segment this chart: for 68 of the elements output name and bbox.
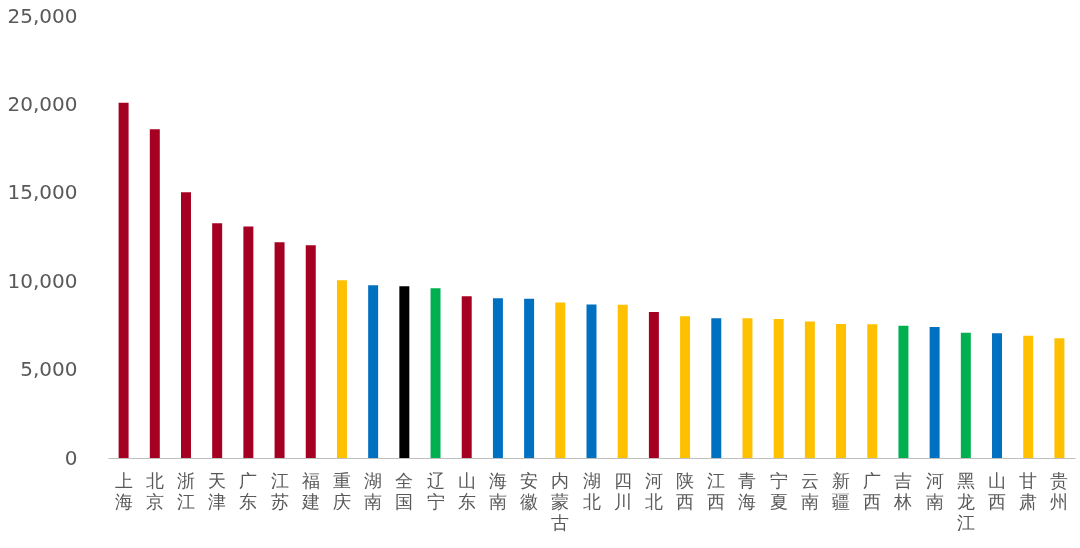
x-tick-label: 黑龙江 bbox=[956, 469, 975, 533]
bar bbox=[336, 280, 347, 458]
x-tick-label: 天津 bbox=[208, 469, 227, 512]
bar bbox=[305, 245, 316, 458]
bar bbox=[399, 286, 410, 458]
x-tick-label: 上海 bbox=[114, 469, 133, 512]
x-tick-label: 海南 bbox=[488, 469, 507, 512]
x-tick-label: 甘肃 bbox=[1019, 469, 1038, 512]
bar bbox=[680, 316, 691, 458]
bar bbox=[1023, 335, 1034, 458]
x-tick-label: 山东 bbox=[457, 469, 476, 512]
x-tick-label: 湖北 bbox=[582, 469, 601, 512]
bar bbox=[929, 326, 940, 458]
bar bbox=[586, 304, 597, 458]
bar bbox=[960, 332, 971, 458]
x-tick-label: 河北 bbox=[644, 469, 663, 512]
x-tick-label: 全国 bbox=[395, 469, 414, 512]
bar bbox=[555, 302, 566, 458]
x-tick-label: 北京 bbox=[145, 469, 164, 512]
x-tick-label: 广西 bbox=[863, 469, 882, 512]
bar bbox=[773, 319, 784, 458]
x-tick-label: 陕西 bbox=[676, 469, 695, 512]
bar bbox=[992, 333, 1003, 458]
bar bbox=[898, 325, 909, 458]
x-tick-label: 贵州 bbox=[1050, 469, 1069, 512]
y-tick-label: 25,000 bbox=[7, 3, 78, 28]
x-tick-label: 湖南 bbox=[364, 469, 383, 512]
bar bbox=[617, 304, 628, 458]
y-tick-label: 0 bbox=[64, 445, 78, 470]
x-tick-label: 浙江 bbox=[176, 469, 195, 512]
bar bbox=[180, 192, 191, 458]
x-tick-label: 四川 bbox=[613, 469, 632, 512]
bar bbox=[368, 285, 379, 458]
x-tick-label: 广东 bbox=[239, 469, 258, 512]
x-tick-label: 吉林 bbox=[893, 469, 913, 512]
bar bbox=[867, 324, 878, 458]
x-tick-label: 安徽 bbox=[520, 469, 539, 512]
y-tick-label: 15,000 bbox=[7, 180, 78, 205]
bar bbox=[243, 226, 254, 458]
bar bbox=[804, 321, 815, 458]
bar bbox=[212, 223, 223, 458]
x-tick-label: 宁夏 bbox=[769, 469, 788, 512]
bar bbox=[149, 129, 160, 458]
bar bbox=[461, 296, 472, 458]
bar bbox=[430, 288, 441, 458]
bar bbox=[118, 102, 129, 458]
bar bbox=[492, 298, 503, 458]
bar bbox=[836, 323, 847, 458]
x-tick-label: 新疆 bbox=[832, 469, 851, 512]
x-tick-label: 青海 bbox=[738, 469, 757, 512]
bar bbox=[274, 242, 285, 458]
bar bbox=[711, 318, 722, 458]
x-tick-label: 山西 bbox=[988, 469, 1007, 512]
bar bbox=[524, 298, 535, 458]
bar bbox=[1054, 338, 1065, 458]
x-tick-label: 江西 bbox=[707, 469, 726, 512]
x-tick-label: 福建 bbox=[300, 469, 320, 512]
x-tick-label: 云南 bbox=[800, 469, 819, 512]
x-tick-label: 辽宁 bbox=[426, 469, 445, 512]
y-tick-label: 20,000 bbox=[7, 91, 78, 116]
bar bbox=[648, 311, 659, 458]
x-tick-label: 河南 bbox=[925, 469, 944, 512]
bar bbox=[742, 318, 753, 458]
x-tick-label: 重庆 bbox=[332, 469, 351, 512]
y-tick-label: 10,000 bbox=[7, 268, 78, 293]
y-tick-label: 5,000 bbox=[20, 357, 78, 382]
x-tick-label: 江苏 bbox=[270, 469, 289, 512]
x-tick-label: 内蒙古 bbox=[551, 469, 570, 533]
